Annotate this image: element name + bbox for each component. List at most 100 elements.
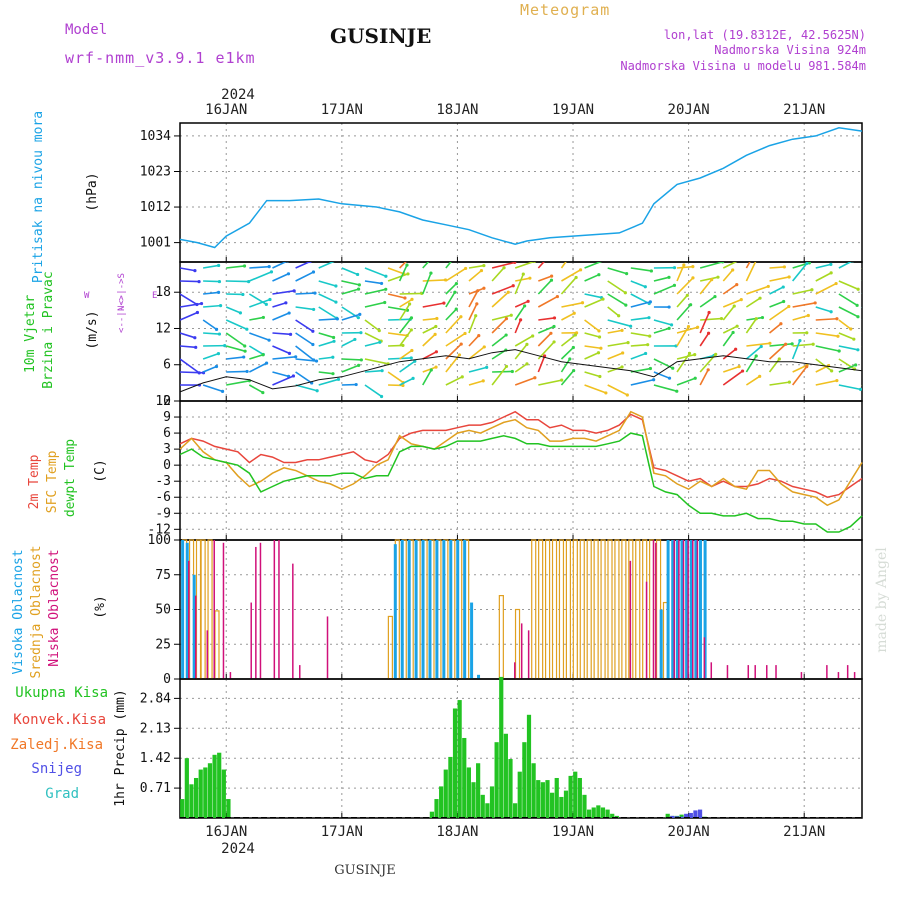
precip-total-bar [517,771,522,818]
wind-arrow-head [716,275,720,279]
wind-arrow [249,265,270,269]
cloud-low-bar [710,662,713,679]
wind-arrow-head [241,292,245,297]
wind-arrow-head [805,262,809,266]
wind-arrow-head [434,365,438,369]
wind-arrow [515,277,531,282]
wind-arrow-head [245,369,249,374]
cloud-low-bar [800,672,803,679]
wind-arrow [607,280,626,294]
precip-total-bar [550,792,555,818]
wind-arrow [514,273,525,295]
wind-arrow [537,295,558,308]
precip-total-bar [226,799,231,818]
wind-arrow [295,384,318,392]
wind-arrow-head [672,283,677,287]
wind-arrow [838,306,859,318]
wind-arrow-head [357,283,361,287]
wind-arrow [318,340,335,347]
wind-arrow [318,332,334,339]
wind-arrow-head [755,248,758,251]
wind-arrow-head [311,342,315,347]
wind-arrow-head [572,368,576,373]
wind-arrow-head [693,353,697,357]
wind-arrow-head [464,266,468,271]
wind-arrow-head [269,270,274,274]
wind-speed-line [179,349,863,393]
wind-arrow [387,273,409,282]
wind-arrow [722,370,744,386]
precip-total-bar [591,807,596,818]
precip-total-bar [494,742,499,818]
wind-arrow-head [433,332,437,336]
wind-arrow-head [852,337,856,341]
wind-arrow-head [454,282,459,286]
precip-total-bar [221,769,226,818]
wind-arrow [560,346,574,360]
wind-arrow-head [459,342,463,346]
wind-arrow [699,262,723,269]
wind-arrow [249,332,270,341]
wind-arrow-head [377,329,381,333]
wind-arrow-head [485,365,489,369]
precip-total-bar [563,790,569,818]
cloud-low-bar [213,540,215,679]
wind-arrow-head [691,265,695,269]
wind-arrow [491,262,515,269]
wind-arrow-head [433,253,436,256]
wind-arrow [514,305,526,321]
wind-arrow [584,273,600,282]
cloud-low-bar [188,560,190,679]
wind-arrow [607,384,628,396]
wind-arrow [422,325,437,334]
wind-arrow-head [601,297,605,301]
wind-arrow [491,318,508,334]
ytick-label: 50 [155,603,171,618]
wind-arrow [861,332,862,333]
wind-arrow-head [519,318,523,322]
wind-arrow [653,327,670,334]
pressure-panel: 1001 1012 1023 1034 [140,122,863,263]
wind-arrow-head [334,300,338,304]
wind-arrow-head [874,315,877,318]
temp-unit: (C) [93,459,108,482]
wind-arrow [514,262,535,269]
wind-arrow [318,371,334,375]
wind-arrow-head [675,389,679,393]
wind-arrow-head [463,331,467,336]
wind-arrow [398,264,408,282]
wind-arrow-head [829,310,833,314]
wind-arrow-head [294,355,298,359]
wind-arrows [180,248,877,399]
precip-snow-bar [670,815,675,818]
precip-total-bar [559,796,564,818]
wind-arrow-head [851,262,854,263]
precip-total-bar [582,794,587,818]
wind-arrow [815,379,838,386]
wind-arrow [318,378,339,386]
wind-arrow-head [787,275,791,279]
precip-total-bar [526,714,532,818]
wind-arrow-head [268,297,272,302]
wind-arrow [745,345,762,360]
temp-sfc-line [179,410,863,507]
ytick-label: 1.42 [140,751,171,766]
wind-arrow [815,282,837,295]
wind-arrow-head [410,255,413,258]
cloud-low-bar [520,623,523,679]
wind-arrow [272,356,296,360]
wind-arrow-head [873,315,876,318]
cloud-mid-bar [621,539,627,680]
wind-arrow-head [777,357,781,361]
wind-arrow [653,276,670,282]
cloud-mid-bar [614,539,620,680]
wind-arrow [399,360,416,373]
wind-arrow [364,280,382,285]
wind-arrow [318,306,338,319]
wind-arrow [676,304,692,321]
cloud-mid-bar [387,615,393,680]
wind-arrow [676,265,693,269]
wind-arrow [769,323,782,334]
wind-arrow [630,280,646,288]
cloud-high-bar [428,540,432,679]
